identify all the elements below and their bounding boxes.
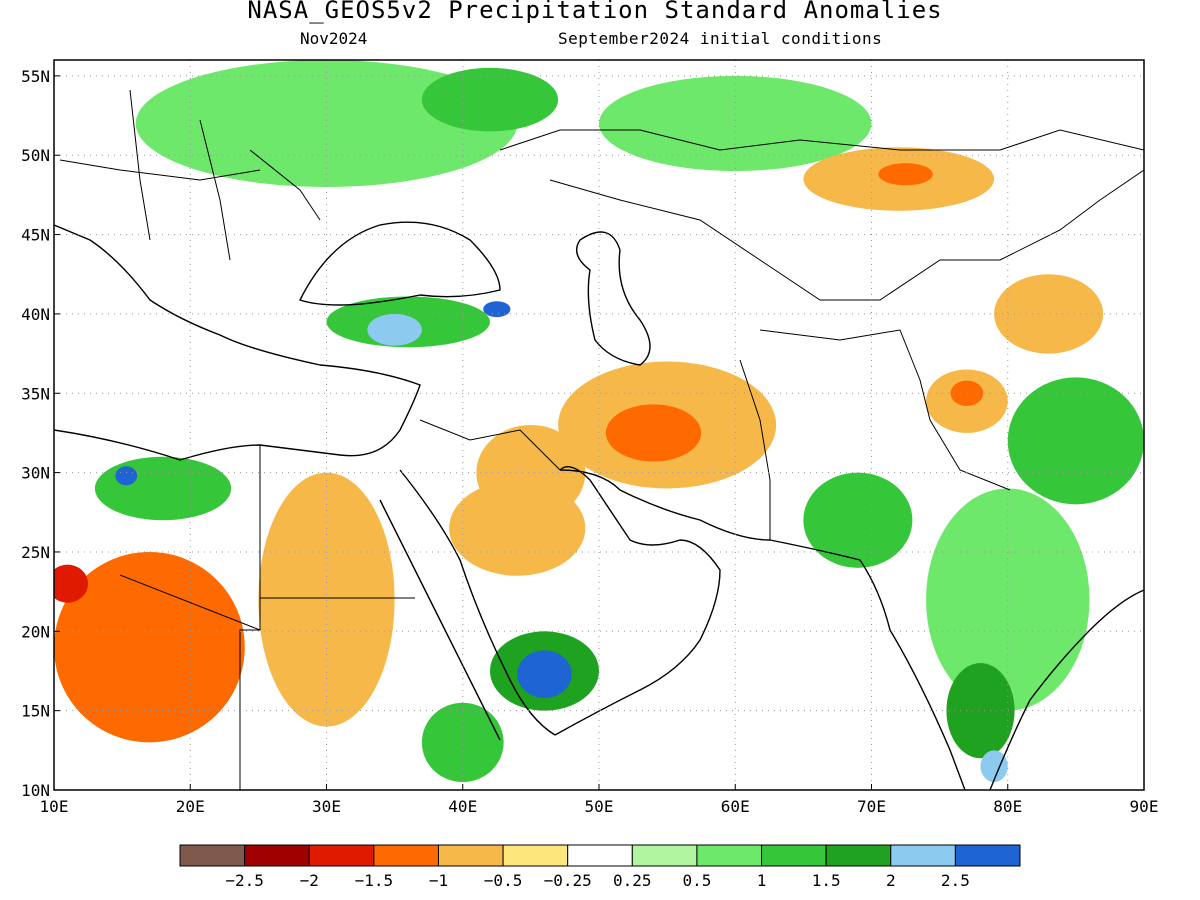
lon-tick-label: 30E	[312, 797, 341, 816]
lon-tick-label: 90E	[1130, 797, 1159, 816]
lat-tick-label: 10N	[21, 781, 50, 800]
lat-tick-label: 40N	[21, 305, 50, 324]
lon-tick-label: 40E	[448, 797, 477, 816]
anomaly-region-20	[803, 472, 913, 568]
colorbar-label: 2	[886, 871, 896, 890]
lat-tick-label: 15N	[21, 702, 50, 721]
kazakhstan-border	[549, 169, 1144, 301]
colorbar-swatch	[631, 844, 698, 867]
colorbar-label: −1	[429, 871, 448, 890]
colorbar-swatch	[761, 844, 827, 867]
afghanistan-pakistan-border	[759, 329, 1011, 491]
anomaly-region-16	[115, 466, 138, 486]
colorbar-swatch	[437, 844, 504, 867]
arabian-peninsula-coast	[554, 466, 721, 736]
colorbar-label: 1	[757, 871, 767, 890]
longitude-ticks: 10E 20E 30E 40E 50E 60E 70E 80E 90E	[40, 784, 1159, 816]
colorbar-swatch	[179, 844, 246, 867]
map-title: NASA_GEOS5v2 Precipitation Standard Anom…	[247, 0, 943, 24]
colorbar-swatch	[567, 844, 633, 867]
mediterranean-coast	[54, 224, 421, 461]
latitude-ticks: 10N 15N 20N 25N 30N 35N 40N 45N 50N 55N	[21, 67, 60, 800]
lat-tick-label: 25N	[21, 543, 50, 562]
iran-afghanistan-border	[739, 359, 771, 540]
colorbar-swatch	[244, 844, 310, 867]
colorbar-label: 2.5	[941, 871, 970, 890]
lon-tick-label: 60E	[721, 797, 750, 816]
anomaly-region-0	[135, 60, 518, 187]
lon-tick-label: 80E	[993, 797, 1022, 816]
lat-tick-label: 45N	[21, 226, 50, 245]
colorbar-label: 1.5	[812, 871, 841, 890]
anomaly-region-15	[94, 456, 232, 521]
colorbar-label: −2.5	[225, 871, 264, 890]
anomaly-region-2	[599, 75, 872, 172]
black-sea-coast	[299, 221, 501, 306]
lat-tick-label: 50N	[21, 146, 50, 165]
europe-borders	[59, 89, 321, 261]
anomaly-region-13	[54, 551, 245, 743]
anomaly-region-27	[994, 274, 1104, 354]
colorbar-swatch	[696, 844, 763, 867]
plot-area	[54, 60, 1144, 790]
russia-kazakhstan-border	[499, 129, 1144, 151]
anomaly-region-9	[605, 404, 702, 462]
india-coast	[769, 539, 1144, 790]
anomaly-region-14	[54, 564, 89, 603]
persian-gulf-coast	[559, 469, 771, 541]
colorbar-label: 0.25	[613, 871, 652, 890]
anomaly-region-12	[258, 472, 395, 727]
colorbar-swatch	[502, 844, 569, 867]
colorbar-label: 0.5	[682, 871, 711, 890]
anomaly-region-21	[926, 488, 1090, 711]
lat-tick-label: 20N	[21, 622, 50, 641]
anomaly-region-22	[946, 663, 1015, 759]
colorbar-swatch	[825, 844, 892, 867]
colorbar-label: −2	[300, 871, 319, 890]
lon-tick-label: 10E	[40, 797, 69, 816]
anomaly-region-23	[980, 750, 1008, 783]
anomaly-region-1	[421, 67, 559, 132]
anomaly-region-18	[517, 650, 572, 698]
egypt-libya-border	[239, 445, 261, 790]
red-sea-coast	[379, 469, 556, 741]
anomaly-regions	[54, 60, 1144, 783]
chad-libya-border	[119, 574, 261, 631]
coastlines	[54, 221, 1144, 790]
colorbar-label: −0.25	[544, 871, 592, 890]
lon-tick-label: 50E	[585, 797, 614, 816]
colorbar-swatch	[890, 844, 956, 867]
caspian-sea-coast	[576, 231, 651, 366]
anomaly-region-24	[1007, 377, 1144, 505]
country-borders	[59, 89, 1144, 790]
lon-tick-label: 20E	[176, 797, 205, 816]
anomaly-region-19	[421, 702, 504, 783]
colorbar-swatch	[373, 844, 439, 867]
colorbar-swatch	[308, 844, 375, 867]
iraq-border	[419, 419, 561, 471]
lat-tick-label: 35N	[21, 384, 50, 403]
colorbar-label: −1.5	[355, 871, 394, 890]
colorbar-label: −0.5	[484, 871, 523, 890]
lat-tick-label: 30N	[21, 464, 50, 483]
lon-tick-label: 70E	[857, 797, 886, 816]
anomaly-region-7	[483, 301, 511, 318]
initial-conditions: September2024 initial conditions	[558, 29, 883, 48]
colorbar: −2.5 −2 −1.5 −1 −0.5 −0.25 0.25 0.5 1 1.5 2 2.5	[179, 844, 1021, 890]
forecast-month: Nov2024	[300, 29, 368, 48]
anomaly-region-6	[367, 313, 422, 346]
anomaly-region-4	[878, 163, 933, 186]
anomaly-region-11	[449, 480, 586, 576]
lat-tick-label: 55N	[21, 67, 50, 86]
colorbar-swatch	[954, 844, 1021, 867]
